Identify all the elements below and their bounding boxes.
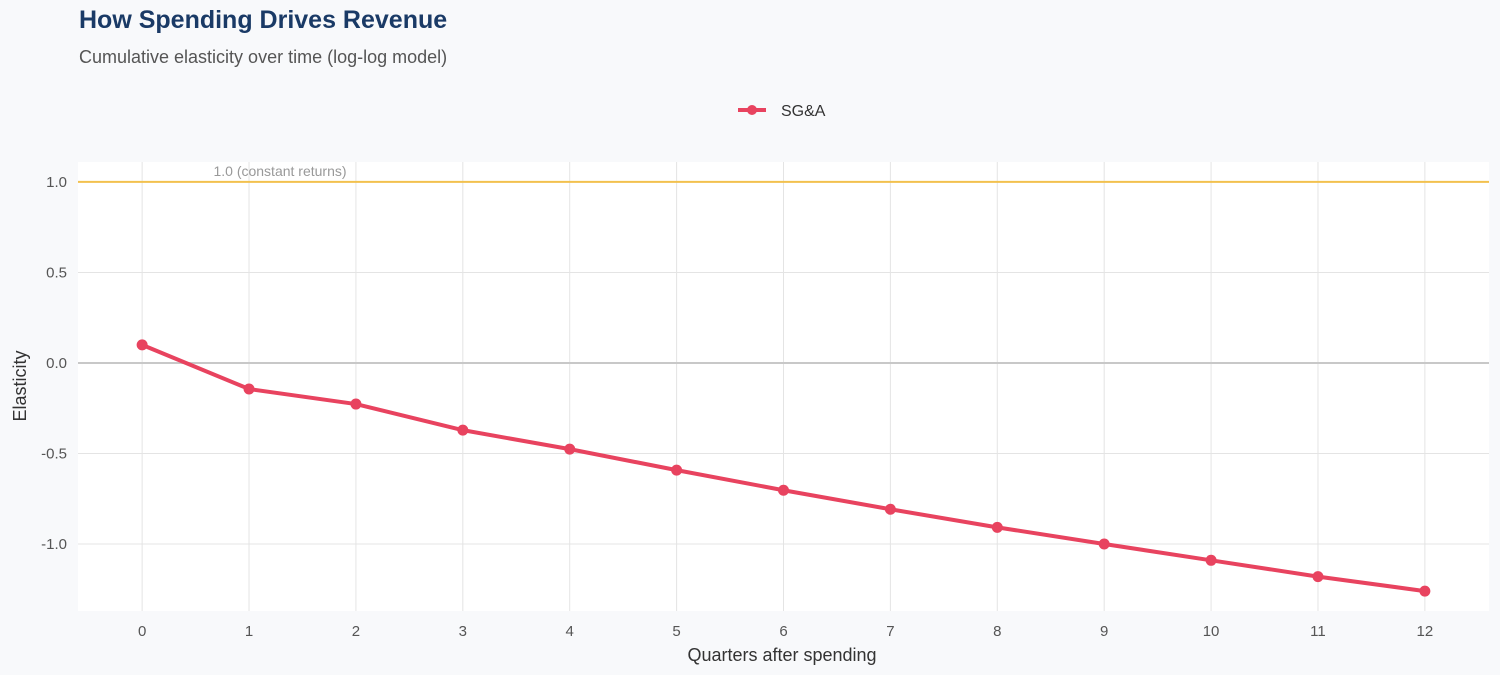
y-tick-label: 0.0	[46, 355, 67, 372]
x-tick-label: 8	[993, 623, 1001, 640]
x-tick-label: 10	[1203, 623, 1220, 640]
x-axis-label: Quarters after spending	[687, 645, 876, 665]
x-tick-label: 9	[1100, 623, 1108, 640]
data-point	[1205, 554, 1217, 566]
chart-subtitle: Cumulative elasticity over time (log-log…	[79, 47, 448, 67]
legend-label: SG&A	[781, 103, 826, 120]
data-point	[778, 484, 789, 496]
x-tick-label: 12	[1417, 623, 1434, 640]
data-point	[1312, 571, 1324, 583]
reference-line-label: 1.0 (constant returns)	[213, 163, 346, 179]
data-point	[1419, 585, 1431, 597]
x-tick-label: 3	[459, 623, 467, 640]
legend: SG&A	[738, 103, 826, 120]
x-tick-label: 11	[1310, 623, 1326, 640]
legend-marker	[747, 105, 757, 115]
data-point	[136, 339, 148, 351]
y-axis-label: Elasticity	[10, 350, 30, 421]
data-point	[671, 464, 683, 476]
y-tick-label: 0.5	[46, 264, 67, 281]
data-point	[991, 521, 1003, 533]
chart-title: How Spending Drives Revenue	[79, 6, 448, 34]
x-tick-label: 7	[886, 623, 894, 640]
y-tick-label: -0.5	[41, 445, 67, 462]
data-point	[1098, 538, 1110, 550]
x-tick-label: 6	[779, 623, 787, 640]
x-tick-label: 4	[566, 623, 574, 640]
y-tick-label: 1.0	[46, 174, 67, 191]
x-tick-label: 2	[352, 623, 360, 640]
data-point	[884, 503, 896, 515]
data-point	[564, 443, 576, 455]
x-tick-label: 0	[138, 623, 146, 640]
x-tick-label: 1	[245, 623, 253, 640]
data-point	[350, 398, 362, 410]
x-tick-label: 5	[672, 623, 680, 640]
data-point	[457, 424, 469, 436]
y-tick-label: -1.0	[41, 536, 67, 553]
data-point	[243, 383, 255, 395]
